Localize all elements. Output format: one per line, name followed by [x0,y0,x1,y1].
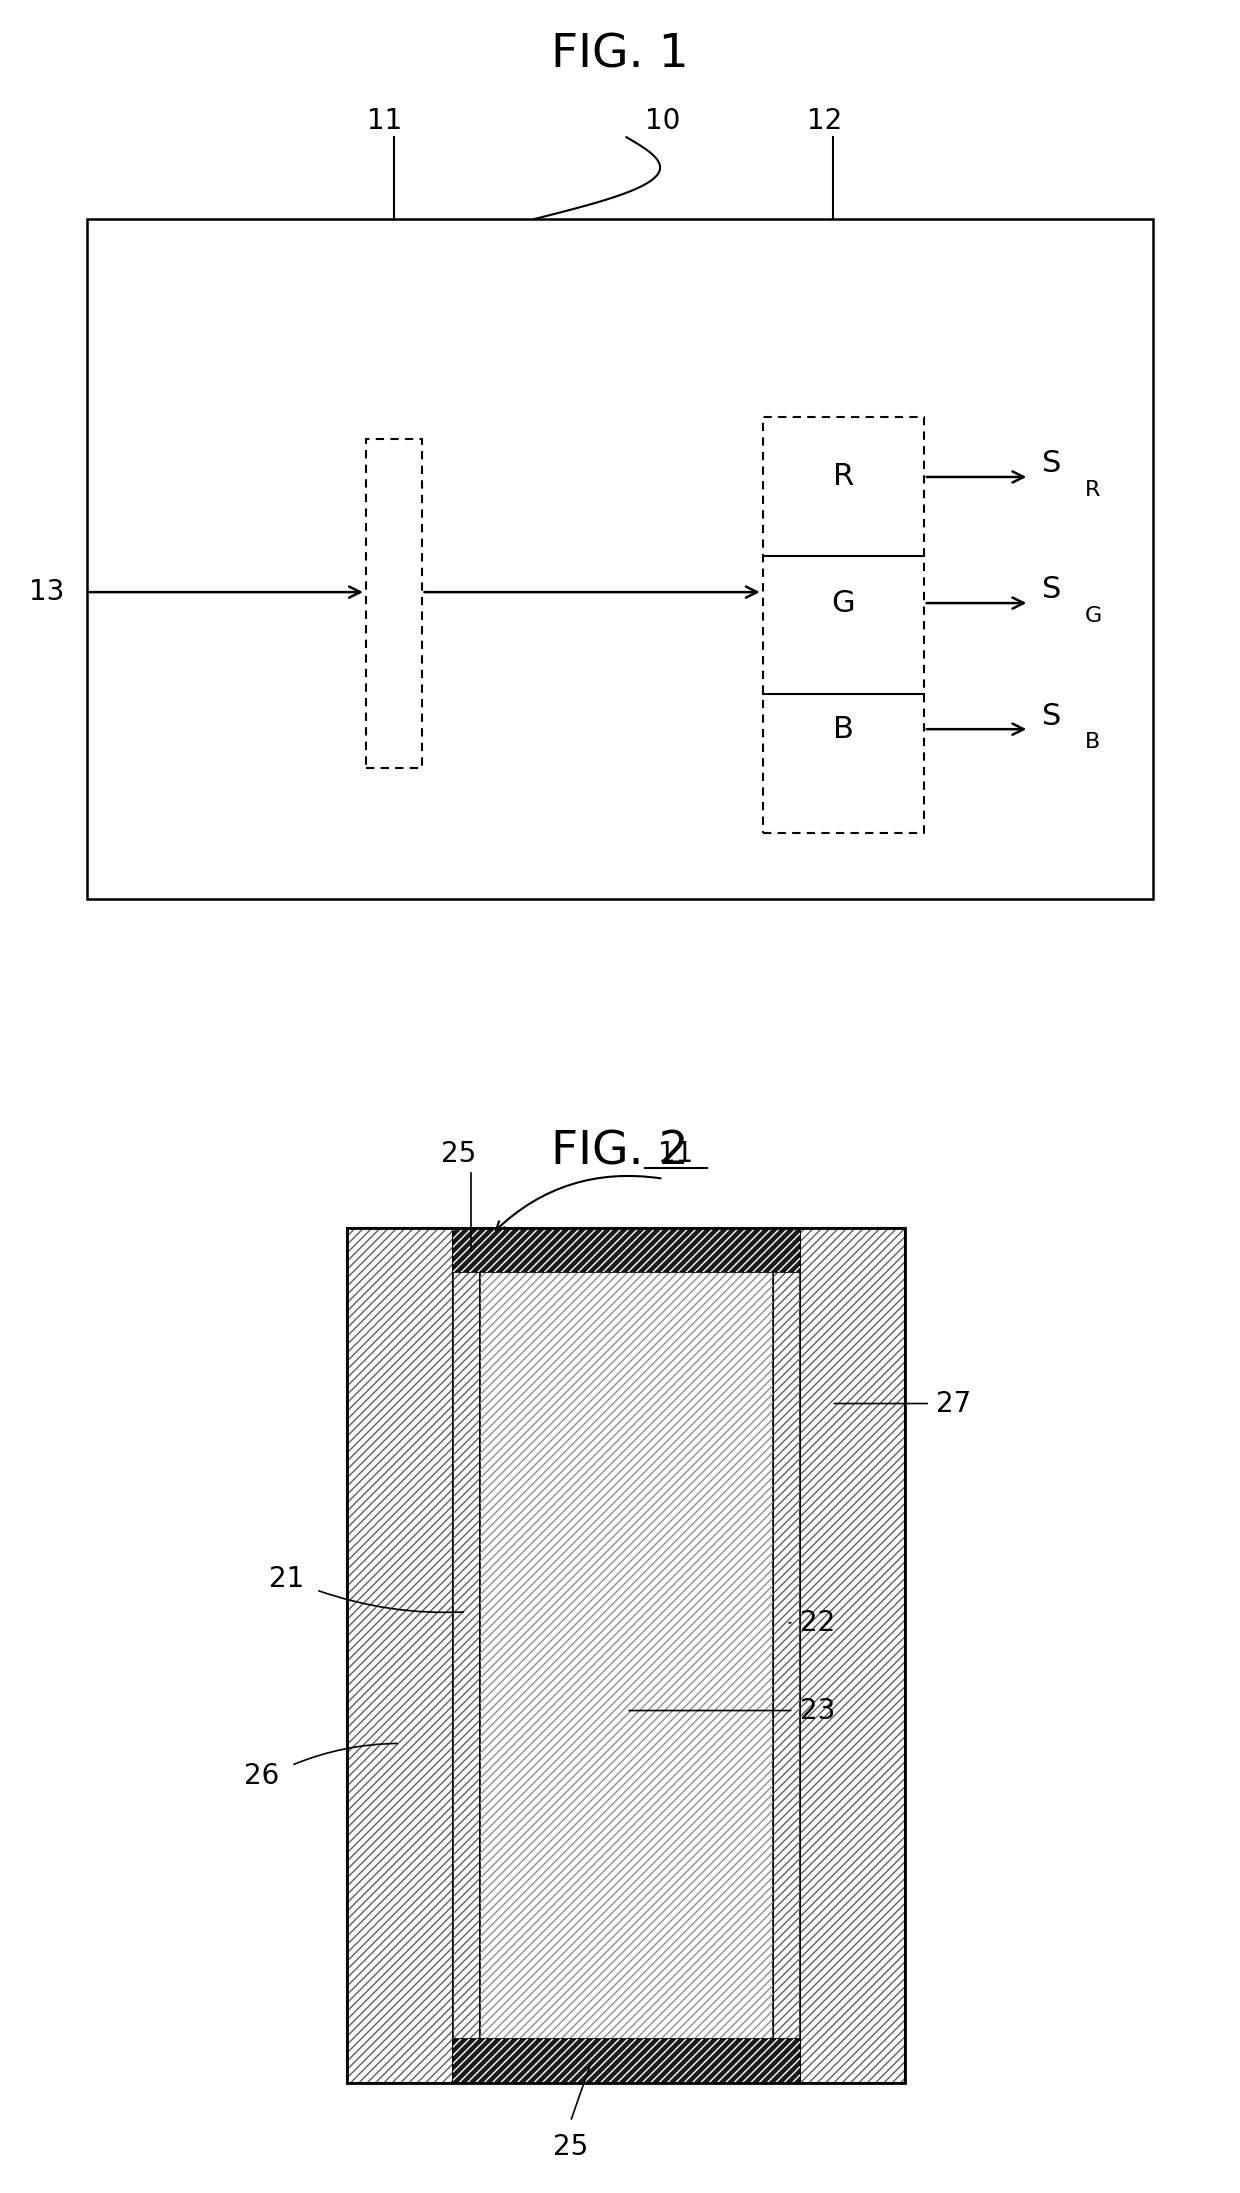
Text: 27: 27 [936,1390,971,1417]
Bar [347,1228,905,2083]
Bar [773,1228,800,2083]
Text: 25: 25 [553,2132,588,2160]
Bar [453,2039,800,2083]
Text: S: S [1042,450,1061,478]
Text: 11: 11 [367,107,402,134]
Text: B: B [833,715,853,743]
Text: 22: 22 [800,1610,835,1636]
Bar [453,1228,800,1272]
Bar [347,1228,453,2083]
Text: 10: 10 [645,107,681,134]
Bar [763,417,924,833]
Bar [87,219,1153,899]
Text: G: G [831,588,856,618]
Text: 11: 11 [658,1140,693,1167]
Text: S: S [1042,575,1061,605]
Bar [800,1228,905,2083]
Text: FIG. 1: FIG. 1 [551,33,689,79]
Bar [347,1228,453,2083]
Text: 21: 21 [269,1566,304,1592]
Text: G: G [1085,605,1102,627]
Bar [800,1228,905,2083]
Bar [480,1228,773,2083]
Bar [366,439,422,768]
Bar [480,1228,773,2083]
Text: 12: 12 [807,107,842,134]
Text: B: B [1085,732,1100,752]
Text: FIG. 2: FIG. 2 [551,1129,689,1175]
Bar [453,1228,480,2083]
Text: 23: 23 [800,1697,836,1724]
Text: R: R [1085,480,1100,500]
Text: 26: 26 [244,1763,279,1789]
Bar [773,1228,800,2083]
Bar [453,1228,480,2083]
Text: 25: 25 [441,1140,476,1167]
Text: S: S [1042,702,1061,730]
Bar [453,1228,800,1272]
Text: R: R [832,463,854,491]
Bar [453,2039,800,2083]
Text: 13: 13 [30,579,64,605]
